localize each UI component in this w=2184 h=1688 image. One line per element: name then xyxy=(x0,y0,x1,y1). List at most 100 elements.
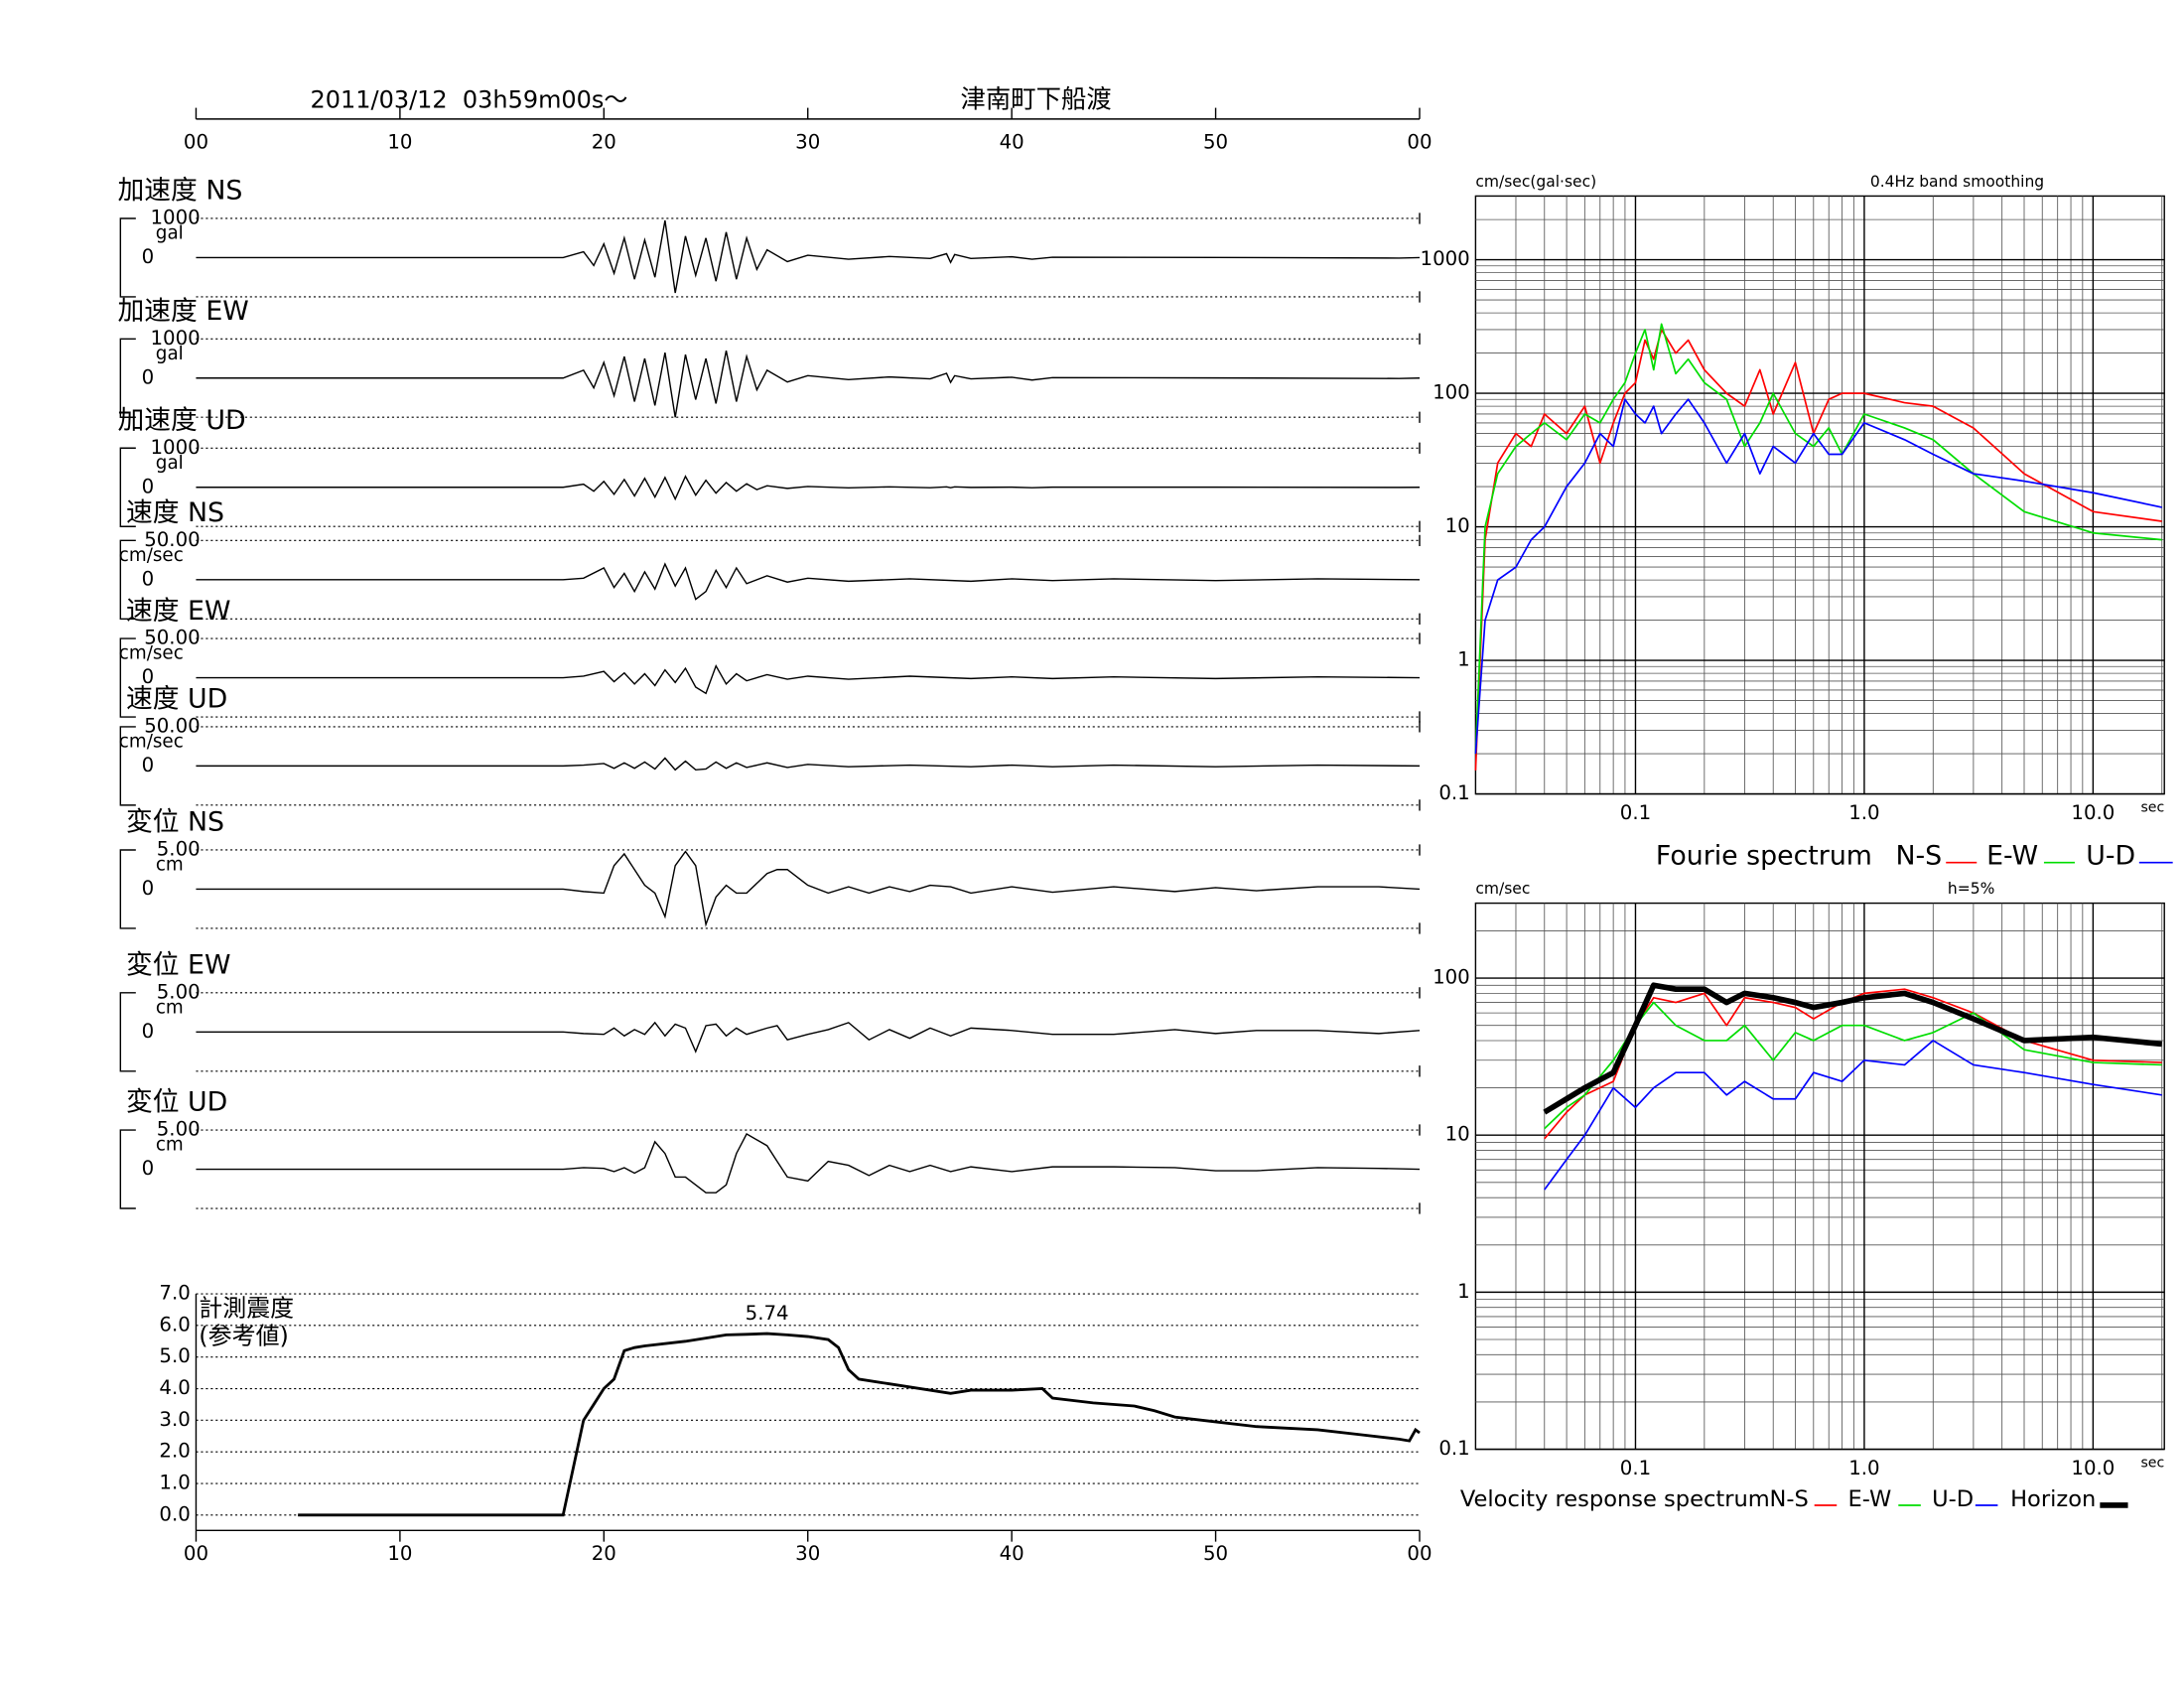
panel-label: 変位 UD xyxy=(126,1087,227,1118)
y-tick-label: 1000 xyxy=(150,436,200,459)
panel-label: 加速度 NS xyxy=(117,176,242,207)
y-tick-label: 1 xyxy=(1457,648,1470,671)
panel-bracket xyxy=(119,721,1421,811)
y-tick-label: 5.00 xyxy=(157,837,201,860)
y-tick-label: 100 xyxy=(1433,381,1470,404)
legend-label: E-W xyxy=(1848,1486,1892,1512)
y-tick-label: 0 xyxy=(142,1020,155,1043)
y-tick-label: 0.1 xyxy=(1438,781,1469,804)
unit-label: gal xyxy=(156,453,184,474)
waveform xyxy=(196,350,1421,418)
panel-bracket xyxy=(119,1124,1421,1214)
x-tick-label: 50 xyxy=(1203,1542,1228,1565)
note: 0.4Hz band smoothing xyxy=(1870,173,2044,191)
chart-title: Velocity response spectrum xyxy=(1460,1486,1770,1512)
unit-label: cm xyxy=(156,1135,184,1156)
y-tick-label: 50.00 xyxy=(144,714,201,737)
legend-label: N-S xyxy=(1770,1486,1809,1512)
x-tick-label: 40 xyxy=(1000,130,1024,153)
chart-title: Fourie spectrum xyxy=(1656,841,1872,872)
y-tick-label: 3.0 xyxy=(159,1408,190,1431)
y-tick-label: 2.0 xyxy=(159,1440,190,1463)
waveform xyxy=(196,850,1421,927)
intensity-line xyxy=(298,1332,1421,1517)
spectrum-line xyxy=(1544,1040,2162,1191)
unit-label: cm/sec xyxy=(119,731,184,752)
y-tick-label: 0 xyxy=(142,567,155,590)
y-tick-label: 0 xyxy=(142,754,155,776)
y-tick-label: 0 xyxy=(142,665,155,688)
unit-label: gal xyxy=(156,223,184,244)
legend-label: U-D xyxy=(2086,841,2135,872)
x-tick-label: 50 xyxy=(1203,130,1228,153)
y-tick-label: 0 xyxy=(142,877,155,900)
panel-bracket xyxy=(119,987,1421,1077)
y-tick-label: 50.00 xyxy=(144,627,201,649)
x-tick-label: 1.0 xyxy=(1848,801,1879,824)
x-tick-label: 40 xyxy=(1000,1542,1024,1565)
x-tick-label: 30 xyxy=(795,1542,820,1565)
y-tick-label: 5.00 xyxy=(157,1118,201,1141)
chart-subtitle: (参考値) xyxy=(199,1323,289,1350)
panel-label: 加速度 EW xyxy=(117,296,248,327)
x-tick-label: 0.1 xyxy=(1620,1457,1651,1479)
x-tick-label: 00 xyxy=(1407,130,1432,153)
y-tick-label: 100 xyxy=(1433,966,1470,989)
waveform xyxy=(196,757,1420,772)
panel-label: 加速度 UD xyxy=(117,405,245,436)
spectrum-line xyxy=(1474,398,2162,755)
unit-label: cm/sec xyxy=(119,545,184,566)
y-tick-label: 0 xyxy=(142,475,155,497)
note: h=5% xyxy=(1948,880,1994,898)
x-tick-label: 30 xyxy=(795,130,820,153)
y-tick-label: 0 xyxy=(142,1157,155,1180)
max-label: 5.74 xyxy=(746,1302,789,1325)
x-unit: sec xyxy=(2140,800,2164,816)
y-tick-label: 5.00 xyxy=(157,980,201,1003)
spectrum-line xyxy=(1474,329,2162,771)
legend-label: N-S xyxy=(1895,841,1942,872)
panel-label: 速度 UD xyxy=(126,684,227,715)
panel-label: 速度 EW xyxy=(126,596,230,627)
y-tick-label: 1000 xyxy=(1421,247,1470,270)
x-tick-label: 00 xyxy=(184,1542,208,1565)
unit-label: gal xyxy=(156,344,184,364)
panel-label: 変位 NS xyxy=(126,807,224,838)
y-tick-label: 7.0 xyxy=(159,1282,190,1305)
x-tick-label: 10 xyxy=(387,130,412,153)
unit-label: cm/sec xyxy=(119,643,184,664)
spectrum-line xyxy=(1474,323,2162,755)
spectrum-line xyxy=(1544,1001,2162,1130)
y-tick-label: 0 xyxy=(142,365,155,388)
panel-bracket xyxy=(119,212,1421,303)
panel-bracket xyxy=(119,442,1421,532)
waveform xyxy=(196,562,1420,601)
legend-label: E-W xyxy=(1986,841,2038,872)
spectrum-line xyxy=(1543,982,2162,1115)
panel-label: 速度 NS xyxy=(126,497,224,528)
chart-title: 計測震度 xyxy=(199,1295,294,1323)
y-tick-label: 6.0 xyxy=(159,1313,190,1336)
y-tick-label: 10 xyxy=(1445,1123,1470,1146)
x-tick-label: 1.0 xyxy=(1848,1457,1879,1479)
y-tick-label: 50.00 xyxy=(144,528,201,551)
x-tick-label: 00 xyxy=(184,130,208,153)
waveform xyxy=(196,1021,1421,1054)
y-tick-label: 4.0 xyxy=(159,1376,190,1399)
legend-label: Horizon xyxy=(2010,1486,2096,1512)
y-tick-label: 0 xyxy=(142,245,155,268)
x-tick-label: 20 xyxy=(592,130,616,153)
waveform xyxy=(196,219,1421,294)
y-tick-label: 1.0 xyxy=(159,1472,190,1494)
station-name: 津南町下船渡 xyxy=(960,84,1111,114)
panel-bracket xyxy=(119,333,1421,423)
y-tick-label: 1 xyxy=(1457,1280,1470,1303)
legend-label: U-D xyxy=(1932,1486,1974,1512)
unit-label: cm xyxy=(156,997,184,1018)
panel-bracket xyxy=(119,633,1421,723)
unit-label: cm xyxy=(156,855,184,876)
x-tick-label: 0.1 xyxy=(1620,801,1651,824)
y-tick-label: 0.0 xyxy=(159,1502,190,1525)
